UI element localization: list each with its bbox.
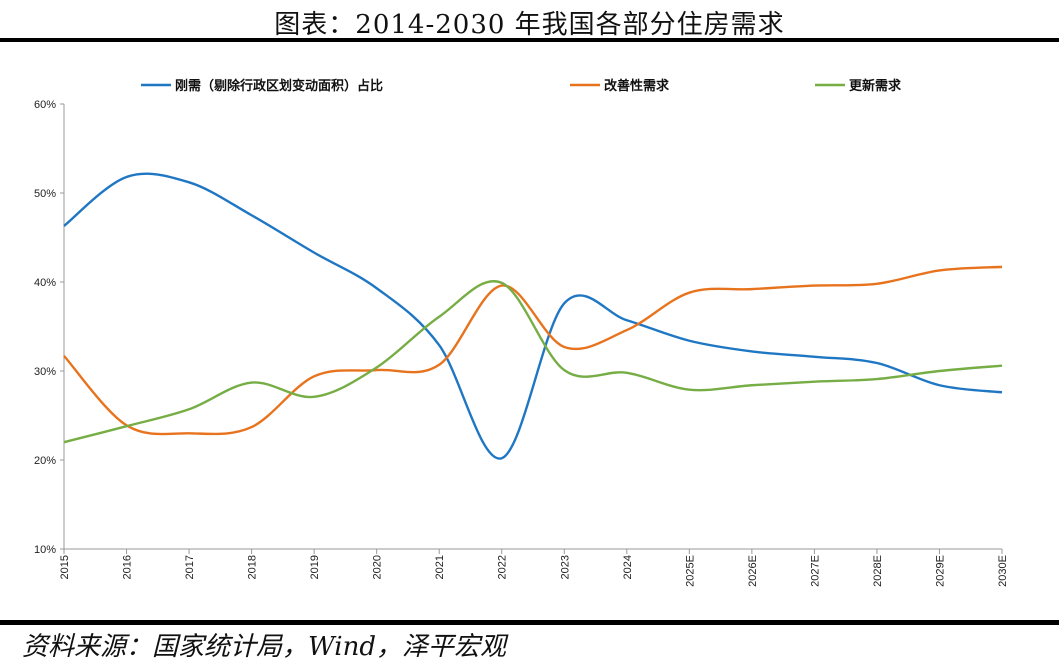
x-tick-label: 2023 <box>559 555 571 579</box>
y-tick-label: 30% <box>34 366 56 378</box>
x-tick-label: 2028E <box>872 555 884 587</box>
top-rule <box>0 38 1059 42</box>
legend-label: 更新需求 <box>849 78 902 94</box>
x-tick-label: 2022 <box>497 555 509 579</box>
source-note: 资料来源：国家统计局，Wind，泽平宏观 <box>22 632 506 662</box>
legend-label: 改善性需求 <box>604 78 670 94</box>
x-tick-label: 2017 <box>184 555 196 579</box>
x-tick-label: 2026E <box>747 555 759 587</box>
x-tick-label: 2020 <box>372 555 384 579</box>
series-line-1 <box>63 172 1003 460</box>
y-tick-label: 20% <box>34 455 56 467</box>
y-tick-label: 50% <box>34 188 56 200</box>
x-tick-label: 2027E <box>809 555 821 587</box>
x-tick-label: 2015 <box>59 555 71 579</box>
series-line-2 <box>63 265 1003 436</box>
x-tick-label: 2016 <box>122 555 134 579</box>
x-tick-label: 2024 <box>622 555 634 579</box>
x-tick-label: 2019 <box>309 555 321 579</box>
y-tick-label: 10% <box>34 544 56 556</box>
y-tick-label: 40% <box>34 277 56 289</box>
x-tick-label: 2029E <box>934 555 946 587</box>
legend-label: 刚需（剔除行政区划变动面积）占比 <box>175 78 383 94</box>
chart-title: 图表：2014-2030 年我国各部分住房需求 <box>274 10 785 40</box>
x-tick-label: 2030E <box>997 555 1009 587</box>
x-tick-label: 2025E <box>684 555 696 587</box>
x-tick-label: 2021 <box>434 555 446 579</box>
x-tick-label: 2018 <box>247 555 259 579</box>
bottom-rule <box>0 620 1059 625</box>
series-line-3 <box>63 280 1003 444</box>
y-tick-label: 60% <box>34 99 56 111</box>
